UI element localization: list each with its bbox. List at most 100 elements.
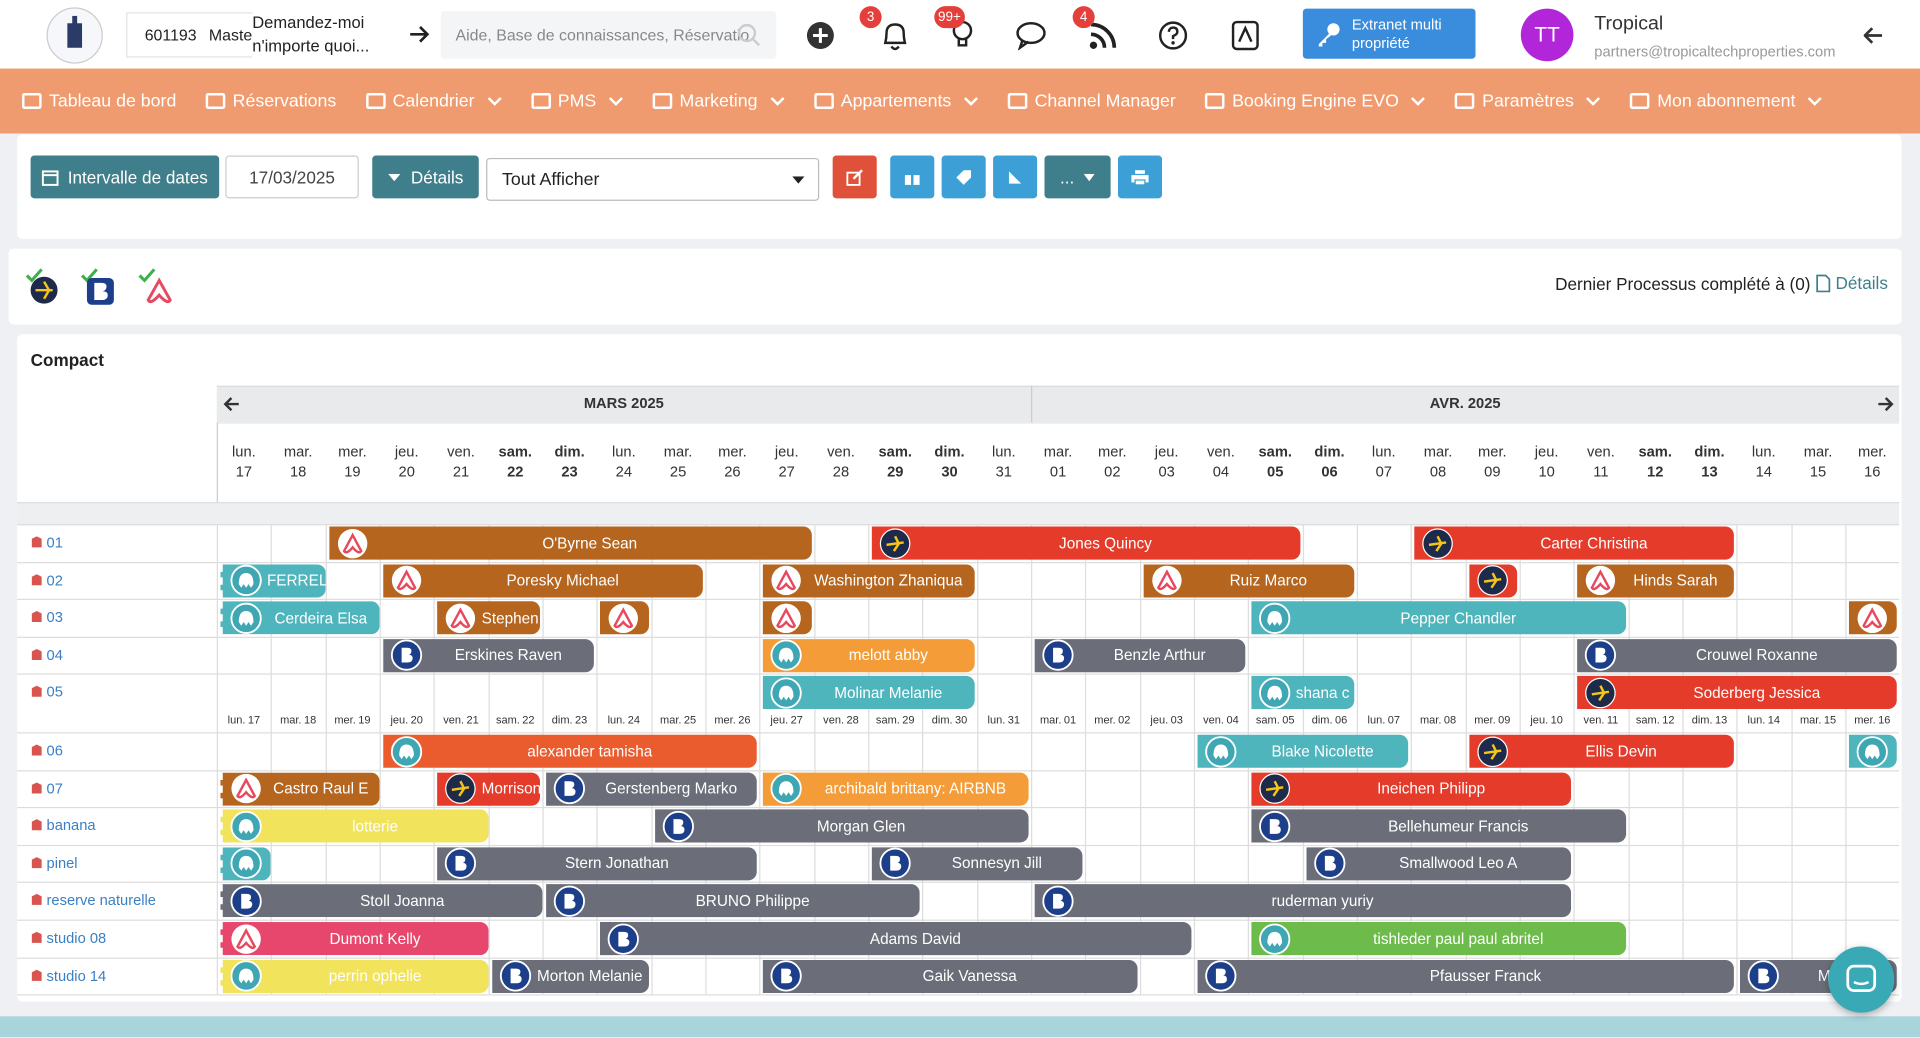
booking-bar[interactable]: shana c xyxy=(1251,676,1355,710)
nav-item[interactable]: Channel Manager xyxy=(1007,91,1176,111)
booking-bar[interactable]: Dumont Kelly xyxy=(220,922,489,956)
room-label[interactable]: studio 14 xyxy=(29,967,106,984)
booking-bar[interactable] xyxy=(600,601,649,635)
booking-bar[interactable]: Poresky Michael xyxy=(383,563,703,598)
booking-bar[interactable] xyxy=(220,847,272,881)
booking-bar[interactable]: Gerstenberg Marko xyxy=(546,772,758,806)
booking-bar[interactable]: Pepper Chandler xyxy=(1251,601,1626,635)
bell-icon[interactable] xyxy=(879,18,911,52)
nav-item[interactable]: Paramètres xyxy=(1455,91,1601,111)
booking-bar[interactable]: Morton Melanie xyxy=(491,959,649,993)
more-button[interactable]: ... xyxy=(1044,155,1111,199)
room-label[interactable]: 04 xyxy=(29,646,63,663)
translate-icon[interactable] xyxy=(1231,20,1260,52)
booking-bar[interactable]: Washington Zhaniqua xyxy=(763,563,975,598)
room-label[interactable]: 01 xyxy=(29,534,63,551)
room-label[interactable]: pinel xyxy=(29,854,78,872)
booking-bar[interactable]: Stern Jonathan xyxy=(437,847,758,881)
booking-bar[interactable]: Ineichen Philipp xyxy=(1251,772,1572,806)
booking-bar[interactable]: ruderman yuriy xyxy=(1034,884,1572,918)
pointer-button[interactable] xyxy=(993,155,1038,199)
ai-send-icon[interactable] xyxy=(409,24,431,44)
room-icon-shape xyxy=(31,819,42,831)
booking-bar[interactable]: Blake Nicolette xyxy=(1197,734,1409,768)
chat-launcher[interactable] xyxy=(1828,946,1895,1013)
booking-bar[interactable]: perrin ophelie xyxy=(220,959,489,993)
booking-bar[interactable]: Hinds Sarah xyxy=(1577,563,1735,598)
account-selector[interactable]: 601193 Maste xyxy=(126,12,254,58)
booking-bar[interactable]: alexander tamisha xyxy=(383,734,758,768)
nav-next[interactable] xyxy=(1877,396,1894,413)
room-label[interactable]: 03 xyxy=(29,609,63,626)
booking-bar[interactable]: Jones Quincy xyxy=(871,526,1300,560)
booking-bar[interactable] xyxy=(1848,601,1898,635)
booking-bar[interactable]: Carter Christina xyxy=(1414,526,1735,560)
booking-bar[interactable]: lotterie xyxy=(220,809,489,843)
booking-bar[interactable]: Sonnesyn Jill xyxy=(871,847,1083,881)
date-range-button[interactable]: Intervalle de dates xyxy=(30,155,220,199)
booking-bar[interactable] xyxy=(1848,734,1898,768)
help-icon[interactable] xyxy=(1158,21,1188,50)
booking-bar[interactable]: Benzle Arthur xyxy=(1034,638,1246,672)
nav-item[interactable]: PMS xyxy=(530,91,623,111)
extranet-button[interactable]: Extranet multi propriété xyxy=(1302,8,1476,59)
room-label[interactable]: 02 xyxy=(29,571,63,588)
booking-bar[interactable]: Morrison xyxy=(437,772,540,806)
nav-item[interactable]: Mon abonnement xyxy=(1630,91,1822,111)
booking-bar[interactable]: Soderberg Jessica xyxy=(1577,676,1898,710)
booking-bar[interactable]: Stephen xyxy=(437,601,540,635)
room-label[interactable]: banana xyxy=(29,817,96,834)
chat-icon[interactable] xyxy=(1015,21,1049,51)
booking-bar[interactable]: Stoll Joanna xyxy=(220,884,543,918)
booking-bar[interactable]: Smallwood Leo A xyxy=(1306,847,1572,881)
booking-bar[interactable]: Ellis Devin xyxy=(1468,734,1735,768)
sync-details-link[interactable]: Détails xyxy=(1816,273,1888,293)
edit-button[interactable] xyxy=(832,155,877,199)
date-input[interactable]: 17/03/2025 xyxy=(225,155,359,199)
booking-bar[interactable]: melott abby xyxy=(763,638,975,672)
ai-prompt[interactable]: Demandez-moi n'importe quoi... xyxy=(252,11,400,61)
booking-bar[interactable]: Erskines Raven xyxy=(383,638,595,672)
booking-bar[interactable]: Bellehumeur Francis xyxy=(1251,809,1626,843)
gift-button[interactable] xyxy=(890,155,935,199)
booking-bar[interactable]: Adams David xyxy=(600,922,1192,956)
room-label[interactable]: 06 xyxy=(29,742,63,759)
collapse-icon[interactable] xyxy=(1863,27,1884,44)
booking-bar[interactable]: archibald brittany: AIRBNB xyxy=(763,772,1029,806)
nav-item[interactable]: Marketing xyxy=(652,91,785,111)
booking-bar[interactable]: Gaik Vanessa xyxy=(763,959,1138,993)
booking-bar[interactable]: Morgan Glen xyxy=(654,809,1029,843)
room-label[interactable]: reserve naturelle xyxy=(29,892,156,909)
booking-bar[interactable] xyxy=(763,601,812,635)
booking-bar[interactable]: FERREL xyxy=(220,563,326,598)
add-icon[interactable] xyxy=(806,21,835,50)
booking-bar[interactable]: BRUNO Philippe xyxy=(546,884,920,918)
nav-item[interactable]: Réservations xyxy=(205,91,336,111)
search-box[interactable]: Aide, Base de connaissances, Réservatio xyxy=(440,11,777,59)
room-label[interactable]: 07 xyxy=(29,780,63,797)
room-label[interactable]: 05 xyxy=(29,684,63,701)
booking-bar[interactable]: Molinar Melanie xyxy=(763,676,975,710)
nav-item[interactable]: Calendrier xyxy=(365,91,502,111)
filter-select[interactable]: Tout Afficher xyxy=(486,157,820,201)
booking-bar[interactable] xyxy=(1468,563,1518,598)
guest-name: BRUNO Philippe xyxy=(695,892,810,910)
details-button[interactable]: Détails xyxy=(372,155,479,199)
booking-bar[interactable]: Cerdeira Elsa xyxy=(220,601,380,635)
user-avatar[interactable]: TT xyxy=(1520,8,1574,62)
booking-bar[interactable]: Crouwel Roxanne xyxy=(1577,638,1898,672)
booking-bar[interactable]: Ruiz Marco xyxy=(1143,563,1355,598)
room-label[interactable]: studio 08 xyxy=(29,929,106,947)
booking-bar[interactable]: O'Byrne Sean xyxy=(328,526,812,560)
booking-bar[interactable]: Pfausser Franck xyxy=(1197,959,1735,993)
print-button[interactable] xyxy=(1117,155,1163,199)
room-icon xyxy=(31,611,42,623)
booking-bar[interactable]: Castro Raul E xyxy=(220,772,380,806)
tag-button[interactable] xyxy=(941,155,986,199)
nav-item[interactable]: Booking Engine EVO xyxy=(1205,91,1426,111)
feed-icon[interactable] xyxy=(1087,21,1119,53)
nav-item[interactable]: Tableau de bord xyxy=(22,91,176,111)
booking-bar[interactable]: tishleder paul paul abritel xyxy=(1251,922,1626,956)
nav-prev[interactable] xyxy=(223,396,240,413)
nav-item[interactable]: Appartements xyxy=(813,91,978,111)
